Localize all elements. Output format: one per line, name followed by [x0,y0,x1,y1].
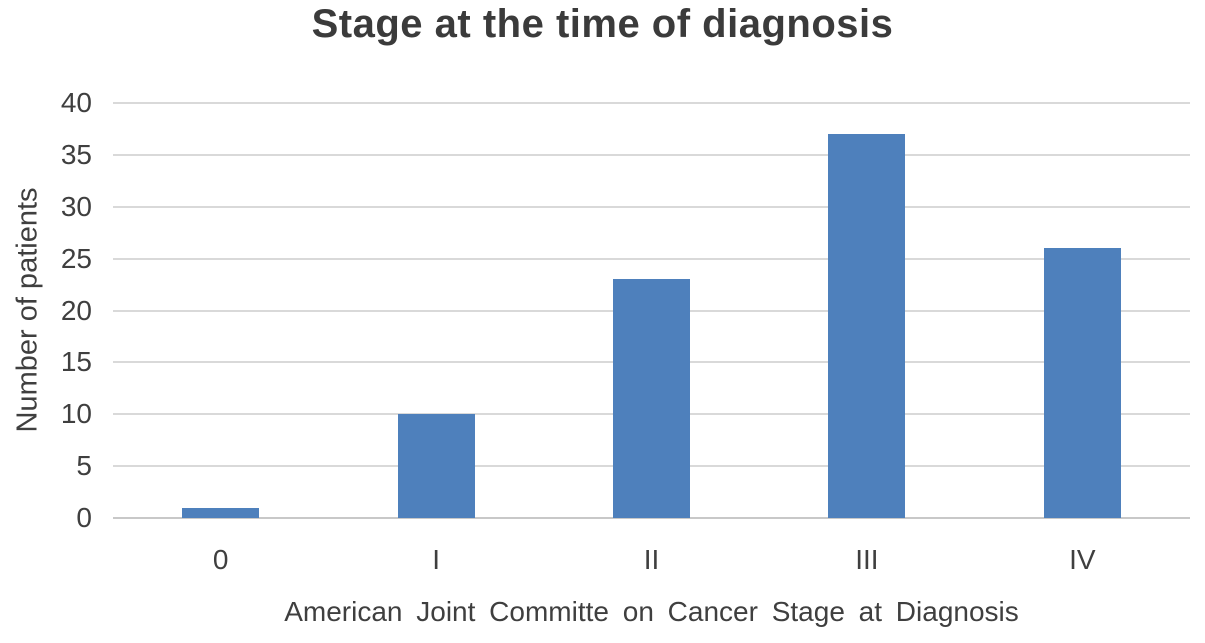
bar-stage-IV [1043,248,1121,518]
x-tick-label: II [643,544,660,575]
gridline [113,153,1190,156]
y-tick-label: 0 [76,502,92,533]
bar-stage-II [613,279,690,518]
x-axis-line [113,517,1190,519]
y-tick-label: 15 [60,346,92,378]
gridline [113,257,1190,260]
chart-title: Stage at the time of diagnosis [311,2,894,46]
y-tick-label: 35 [60,138,92,170]
bar-stage-I [397,414,475,518]
x-tick-label: 0 [212,544,229,575]
y-tick-label: 40 [60,87,92,118]
x-axis-title: American Joint Committe on Cancer Stage … [284,596,1019,627]
bar-stage-III [828,134,906,518]
bar-stage-0 [182,507,260,518]
gridline [113,102,1190,104]
y-tick-label: 25 [60,242,92,274]
gridline [113,205,1190,208]
x-tick-label: IV [1069,544,1096,575]
y-tick-label: 10 [60,398,92,430]
x-tick-label: I [432,544,440,575]
x-tick-label: III [855,544,879,575]
y-tick-label: 5 [76,450,92,482]
y-tick-label: 30 [60,190,92,222]
y-tick-label: 20 [60,294,92,326]
